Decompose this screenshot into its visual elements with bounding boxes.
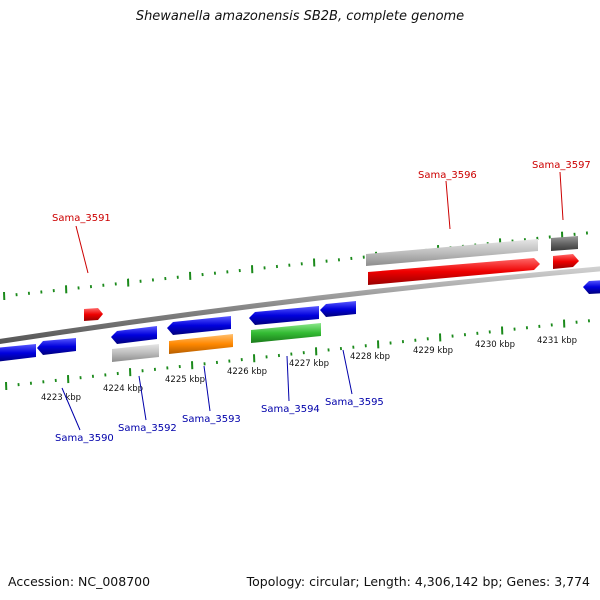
tick-ring-inner <box>5 319 590 391</box>
gene-sama-3594[interactable] <box>249 306 319 325</box>
scale-label: 4230 kbp <box>475 340 515 350</box>
leader-sama-3597 <box>559 171 564 221</box>
gene-sama-3590-a[interactable] <box>0 344 36 362</box>
gene-label-reverse[interactable]: Sama_3592 <box>118 423 177 434</box>
reverse-strand-genes <box>0 280 600 362</box>
gene-sama-3593[interactable] <box>167 316 231 335</box>
gene-sama-3594-rna[interactable] <box>251 323 321 343</box>
gene-sama-3592[interactable] <box>111 326 157 344</box>
gene-label-reverse[interactable]: Sama_3593 <box>182 414 241 425</box>
gene-label-forward[interactable]: Sama_3597 <box>532 160 591 171</box>
gene-sama-3590-b[interactable] <box>37 338 76 355</box>
gene-sama-3595[interactable] <box>320 301 356 317</box>
leader-sama-3590 <box>61 387 81 431</box>
scale-label: 4225 kbp <box>165 375 205 385</box>
gene-label-reverse[interactable]: Sama_3594 <box>261 404 320 415</box>
scale-label: 4224 kbp <box>103 384 143 394</box>
leader-sama-3593 <box>203 365 211 412</box>
leader-sama-3595 <box>342 349 353 395</box>
map-title: Shewanella amazonensis SB2B, complete ge… <box>135 9 465 24</box>
leader-sama-3596 <box>445 180 451 230</box>
genome-info-label: Topology: circular; Length: 4,306,142 bp… <box>246 574 590 589</box>
gene-sama-3592-rna[interactable] <box>112 344 159 362</box>
gene-sama-3597-rna[interactable] <box>551 236 578 251</box>
label-leaders <box>61 171 564 431</box>
gene-sama-3596[interactable] <box>368 258 540 285</box>
leader-sama-3592 <box>138 375 147 421</box>
gene-label-forward[interactable]: Sama_3591 <box>52 213 111 224</box>
gene-sama-3591[interactable] <box>84 308 103 321</box>
gene-labels: Sama_3591 Sama_3596 Sama_3597 Sama_3590 … <box>52 160 591 444</box>
accession-label: Accession: NC_008700 <box>8 574 151 589</box>
leader-sama-3594 <box>286 355 290 402</box>
scale-label: 4227 kbp <box>289 359 329 369</box>
gene-label-reverse[interactable]: Sama_3595 <box>325 397 384 408</box>
genome-backbone <box>0 266 600 344</box>
gene-sama-3593-rna[interactable] <box>169 334 233 354</box>
gene-label-reverse[interactable]: Sama_3590 <box>55 433 114 444</box>
scale-label: 4223 kbp <box>41 393 81 403</box>
leader-sama-3591 <box>75 225 89 274</box>
scale-label: 4228 kbp <box>350 352 390 362</box>
gene-right-edge[interactable] <box>583 280 600 294</box>
gene-sama-3597[interactable] <box>553 254 579 269</box>
forward-strand-genes <box>84 236 579 321</box>
scale-labels: 4223 kbp 4224 kbp 4225 kbp 4226 kbp 4227… <box>41 336 577 403</box>
scale-label: 4226 kbp <box>227 367 267 377</box>
scale-label: 4229 kbp <box>413 346 453 356</box>
scale-label: 4231 kbp <box>537 336 577 346</box>
gene-sama-3596-rna[interactable] <box>366 239 538 266</box>
gene-label-forward[interactable]: Sama_3596 <box>418 170 477 181</box>
